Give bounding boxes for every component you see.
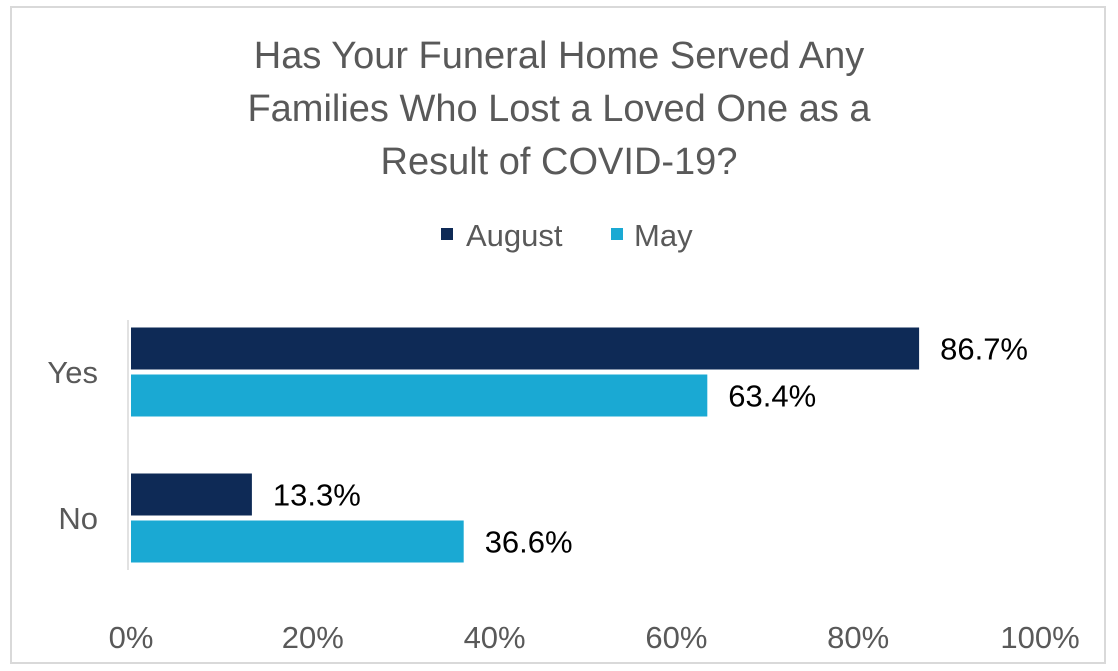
chart-title-line-3: Result of COVID-19? (380, 141, 738, 183)
data-label-yes-may: 63.4% (728, 379, 816, 414)
legend-label-august: August (466, 218, 563, 253)
x-tick-label: 0% (109, 620, 154, 655)
x-tick-label: 60% (645, 620, 707, 655)
legend-label-may: May (634, 218, 693, 253)
legend-swatch-may (611, 228, 623, 240)
bar-no-august (131, 473, 252, 516)
value-axis: 0% 20% 40% 60% 80% 100% (109, 320, 1080, 655)
data-label-yes-august: 86.7% (940, 332, 1028, 367)
bar-no-may (131, 520, 464, 563)
chart-title-line-2: Families Who Lost a Loved One as a (247, 88, 871, 130)
legend-swatch-august (441, 228, 453, 240)
data-label-no-august: 13.3% (273, 478, 361, 513)
x-tick-label: 20% (282, 620, 344, 655)
category-label-yes: Yes (47, 355, 98, 390)
category-label-no: No (58, 501, 98, 536)
data-label-no-may: 36.6% (485, 525, 573, 560)
x-tick-label: 80% (827, 620, 889, 655)
chart-title: Has Your Funeral Home Served Any Familie… (0, 30, 1118, 189)
bars: Yes 86.7% 63.4% No 13.3% 36.6% (47, 327, 1028, 563)
bar-yes-may (131, 374, 708, 417)
legend: August May (441, 218, 693, 253)
bar-yes-august (131, 327, 920, 370)
x-tick-label: 40% (464, 620, 526, 655)
x-tick-label: 100% (1000, 620, 1079, 655)
chart-title-line-1: Has Your Funeral Home Served Any (253, 35, 865, 77)
